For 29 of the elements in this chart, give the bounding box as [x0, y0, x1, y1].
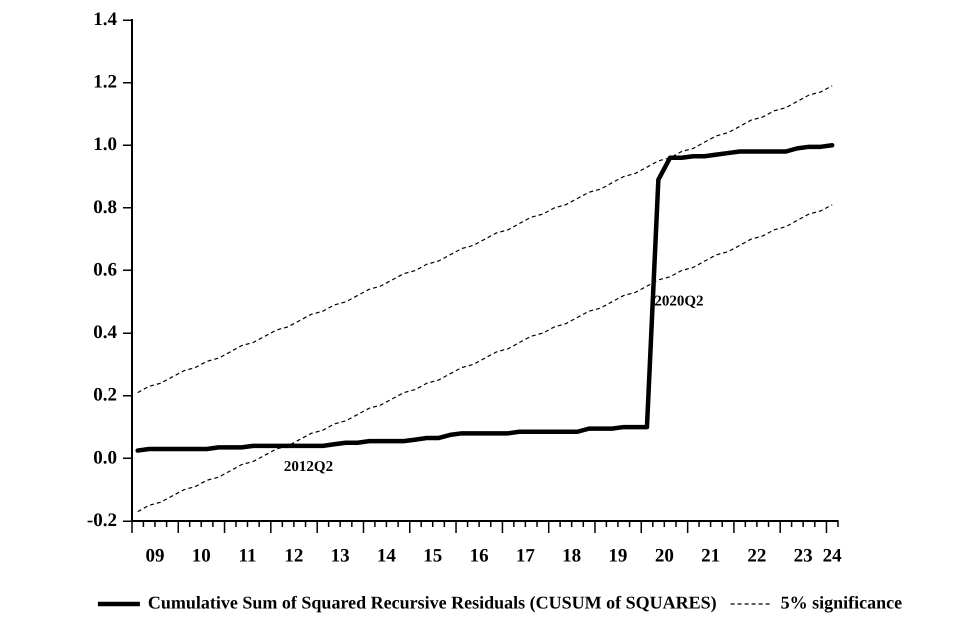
y-tick-label: 1.2 — [93, 72, 117, 93]
legend-label: Cumulative Sum of Squared Recursive Residuals (CUSUM of SQUARES) — [148, 592, 717, 613]
x-tick-label: 20 — [654, 545, 674, 566]
legend-label: 5% significance — [780, 592, 902, 613]
annotation: 2020Q2 — [654, 293, 704, 310]
x-tick-label: 13 — [330, 545, 350, 566]
x-tick-label: 15 — [423, 545, 442, 566]
x-tick-label: 11 — [238, 545, 256, 566]
x-tick-label: 21 — [701, 545, 720, 566]
x-tick-label: 17 — [516, 545, 536, 566]
y-tick-label: 1.0 — [93, 134, 117, 156]
x-tick-label: 10 — [192, 545, 211, 566]
y-tick-label: 0.4 — [93, 322, 118, 344]
x-tick-label: 24 — [822, 545, 842, 566]
x-tick-label: 14 — [376, 545, 396, 566]
x-tick-label: 22 — [747, 545, 766, 566]
y-tick-label: 0.0 — [93, 447, 117, 468]
x-tick-label: 18 — [562, 545, 582, 566]
y-tick-label: 0.6 — [93, 259, 117, 280]
y-tick-label: 0.8 — [93, 196, 117, 218]
x-tick-label: 12 — [284, 545, 304, 566]
y-tick-label: 0.2 — [93, 384, 117, 406]
x-tick-label: 16 — [470, 545, 489, 566]
x-tick-label: 09 — [145, 545, 164, 566]
annotation: 2012Q2 — [284, 459, 334, 476]
x-tick-label: 19 — [608, 545, 628, 566]
x-tick-label: 23 — [794, 545, 813, 566]
y-tick-label: 1.4 — [93, 8, 118, 30]
y-tick-label: -0.2 — [86, 510, 117, 531]
